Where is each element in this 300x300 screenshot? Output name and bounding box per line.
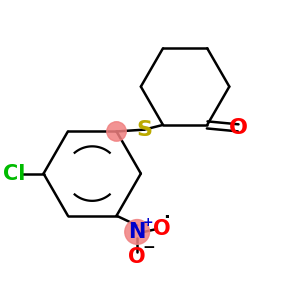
Text: O: O: [229, 118, 248, 138]
Text: −: −: [142, 240, 155, 255]
Text: N: N: [128, 222, 146, 242]
Text: O: O: [128, 247, 146, 267]
Text: +: +: [142, 216, 153, 229]
Circle shape: [107, 122, 126, 141]
Text: ·: ·: [163, 209, 170, 227]
Text: Cl: Cl: [3, 164, 25, 184]
Text: S: S: [136, 120, 152, 140]
Text: O: O: [153, 219, 171, 239]
Circle shape: [125, 220, 150, 244]
